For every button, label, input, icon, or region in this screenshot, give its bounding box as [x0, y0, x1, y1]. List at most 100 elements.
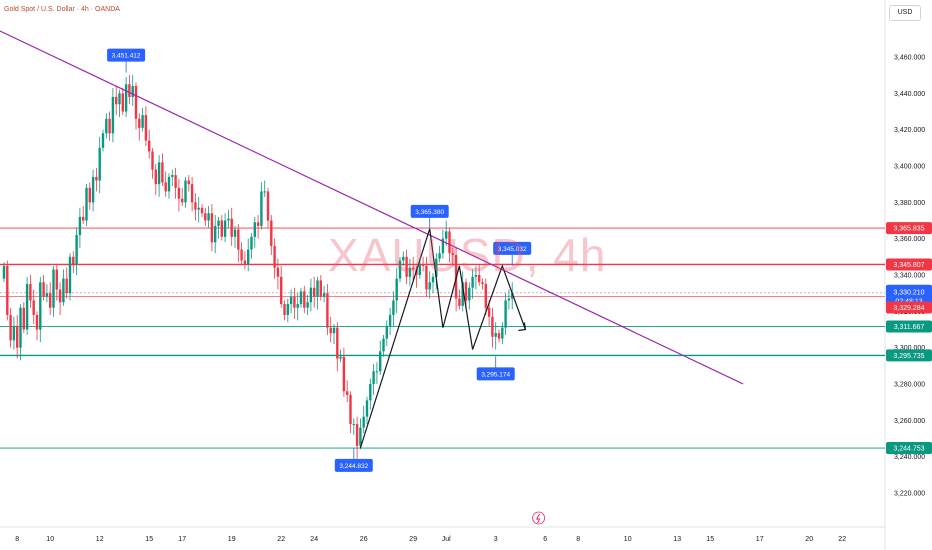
level-3329-value: 3,329.284: [893, 305, 924, 312]
high-3345-callout-label: 3,345.032: [498, 246, 527, 253]
x-tick-label: 15: [706, 536, 714, 543]
candle-body: [336, 327, 339, 359]
candle-body: [220, 220, 223, 237]
candle-body: [194, 202, 197, 210]
candle-body: [507, 298, 511, 301]
candle-body: [355, 423, 359, 446]
candle-body: [16, 325, 19, 348]
candle-body: [395, 278, 398, 301]
candle-body: [91, 176, 95, 203]
candle-body: [504, 300, 507, 328]
candle-body: [263, 191, 266, 193]
high-3365-callout-label: 3,365.380: [415, 209, 444, 216]
support-2-tag-label: 3,295.735: [893, 353, 924, 360]
x-tick-label: 13: [673, 536, 681, 543]
x-tick-label: 8: [15, 536, 19, 543]
candle-body: [55, 269, 58, 290]
support-3-tag-label: 3,244.753: [893, 446, 924, 453]
candle-body: [138, 118, 141, 128]
candle-body: [144, 115, 148, 141]
candle-body: [266, 191, 270, 221]
candle-body: [379, 351, 382, 372]
candle-body: [65, 278, 68, 294]
event-lightning-icon[interactable]: [532, 511, 545, 525]
low-3295-callout[interactable]: [476, 367, 515, 381]
candle-body: [451, 253, 454, 256]
candle-body: [402, 256, 405, 261]
resistance-1-tag-label: 3,365.835: [893, 226, 924, 233]
candle-body: [131, 86, 134, 97]
candle-body: [438, 253, 441, 259]
candle-body: [25, 284, 29, 330]
candle-body: [346, 391, 349, 395]
candle-body: [118, 93, 121, 105]
candle-body: [316, 280, 319, 297]
candle-body: [359, 427, 362, 446]
candle-body: [392, 300, 395, 315]
candle-body: [435, 258, 438, 277]
candle-body: [306, 302, 309, 308]
x-tick-label: 8: [576, 536, 580, 543]
candle-body: [174, 175, 177, 188]
candle-body: [111, 96, 115, 134]
candle-body: [487, 307, 491, 317]
candle-body: [181, 198, 184, 203]
candle-body: [62, 278, 65, 303]
high-3451-callout[interactable]: [107, 48, 146, 62]
candle-body: [382, 338, 385, 352]
support-1-tag-label: 3,311.667: [894, 324, 925, 331]
x-tick-label: 3: [494, 536, 498, 543]
candle-body: [478, 275, 481, 283]
high-3365-callout[interactable]: [410, 204, 449, 218]
x-tick-label: 6: [543, 536, 547, 543]
candle-body: [29, 284, 32, 301]
candle-body: [243, 260, 247, 265]
candle-body: [19, 307, 22, 348]
candle-body: [98, 147, 101, 181]
currency-button[interactable]: USD: [889, 5, 921, 21]
x-tick-label: 10: [624, 536, 632, 543]
y-tick-label: 3,260.000: [894, 418, 925, 425]
candle-body: [204, 213, 207, 221]
candle-body: [468, 287, 471, 301]
candle-body: [223, 220, 227, 237]
y-tick-label: 3,440.000: [894, 91, 925, 98]
candle-body: [161, 162, 164, 183]
candle-body: [250, 236, 253, 250]
candle-body: [12, 325, 16, 341]
candle-body: [115, 96, 118, 105]
descending-trendline[interactable]: [0, 30, 744, 385]
candle-body: [52, 269, 55, 308]
candle-body: [68, 256, 72, 294]
x-tick-label: 22: [838, 536, 846, 543]
candle-body: [369, 384, 372, 401]
projection-arrow-icon: [518, 322, 527, 332]
x-tick-label: 17: [178, 536, 186, 543]
x-tick-label: 19: [228, 536, 236, 543]
candle-body: [322, 293, 326, 297]
candle-body: [124, 84, 128, 112]
candle-body: [151, 151, 154, 170]
candle-body: [42, 282, 45, 297]
candle-body: [121, 93, 124, 112]
y-tick-label: 3,400.000: [894, 164, 925, 171]
candle-body: [273, 245, 276, 268]
low-3244-callout[interactable]: [334, 458, 373, 472]
x-tick-label: 22: [277, 536, 285, 543]
current-price-tag: [886, 284, 932, 307]
candle-body: [253, 222, 256, 237]
candle-body: [491, 316, 494, 337]
candle-body: [464, 282, 468, 301]
high-3345-callout[interactable]: [493, 241, 532, 255]
candle-body: [217, 220, 220, 226]
candle-body: [75, 235, 78, 265]
candle-body: [289, 296, 293, 305]
candle-body: [270, 220, 273, 246]
candle-body: [187, 180, 190, 185]
candle-body: [349, 394, 352, 424]
candle-body: [418, 264, 421, 275]
candle-body: [240, 249, 243, 261]
candle-body: [431, 276, 435, 283]
candle-body: [511, 293, 514, 299]
